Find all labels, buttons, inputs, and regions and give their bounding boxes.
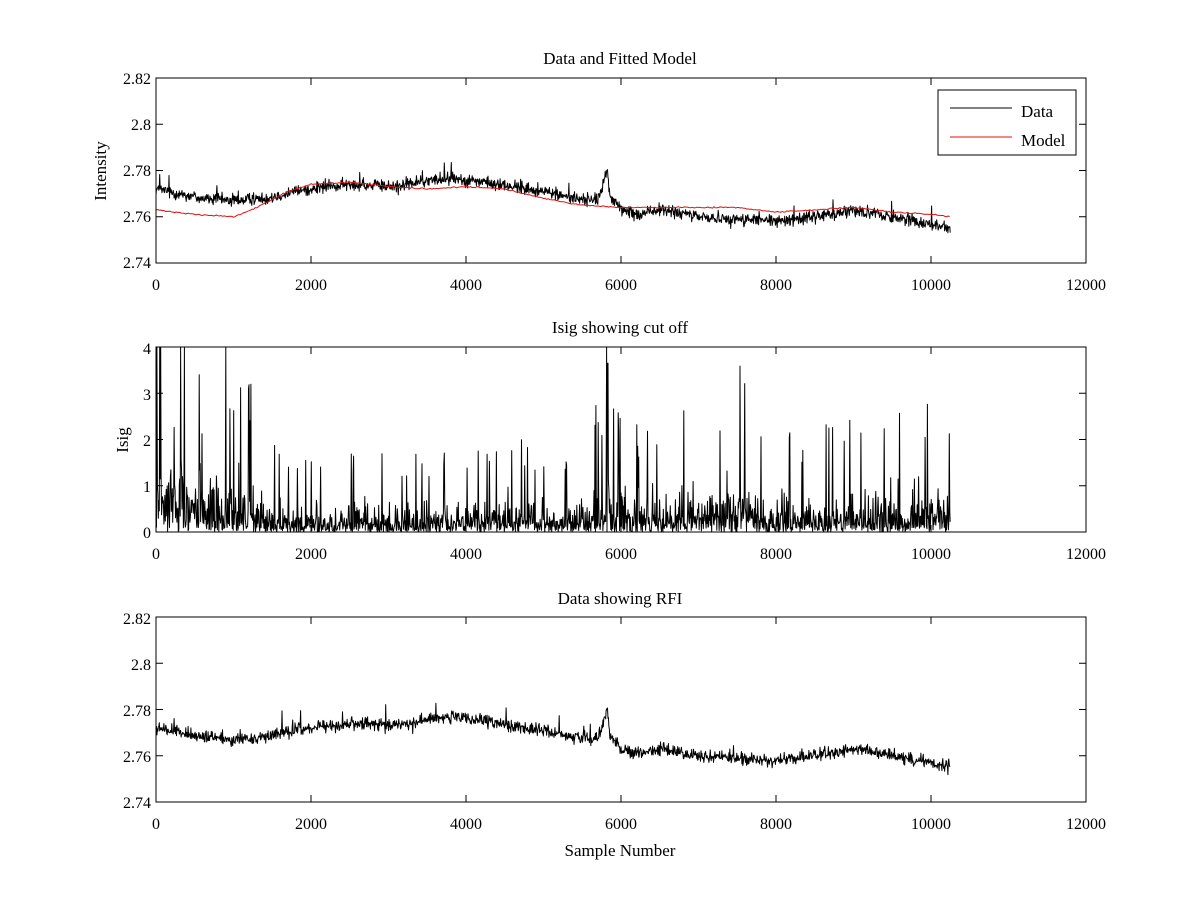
x-tick-labels: 0 2000 4000 6000 8000 10000 12000 — [152, 546, 1106, 563]
y-tick-label: 2.76 — [123, 749, 151, 766]
tick-marks — [155, 616, 1087, 803]
plot-lines — [155, 346, 951, 533]
x-tick-label: 12000 — [1066, 816, 1106, 833]
x-tick-label: 4000 — [450, 546, 482, 563]
subplot-title: Isig showing cut off — [552, 318, 688, 337]
x-tick-label: 8000 — [760, 816, 792, 833]
y-tick-label: 4 — [143, 341, 151, 358]
x-tick-label: 2000 — [295, 816, 327, 833]
x-tick-label: 4000 — [450, 816, 482, 833]
y-tick-label: 2.76 — [123, 209, 151, 226]
x-tick-labels: 0 2000 4000 6000 8000 10000 12000 — [152, 816, 1106, 833]
y-tick-labels: 0 1 2 3 4 — [143, 341, 151, 542]
y-tick-labels: 2.74 2.76 2.78 2.8 2.82 — [123, 611, 151, 812]
x-tick-label: 0 — [152, 546, 160, 563]
x-tick-label: 6000 — [605, 277, 637, 294]
y-tick-label: 3 — [143, 387, 151, 404]
subplot-isig-showing-cut-off: Isig showing cut off Isig 0 2000 4000 60… — [113, 318, 1106, 563]
tick-mark-set — [155, 616, 1087, 803]
plot-frame — [155, 616, 1087, 803]
subplot-data-showing-rfi: Data showing RFI 0 2000 4000 6000 8000 1… — [123, 589, 1106, 860]
x-tick-label: 0 — [152, 816, 160, 833]
y-tick-label: 2.8 — [131, 117, 151, 134]
y-tick-labels: 2.74 2.76 2.78 2.8 2.82 — [123, 71, 151, 272]
x-tick-label: 10000 — [911, 277, 951, 294]
x-tick-label: 6000 — [605, 816, 637, 833]
legend-label-data: Data — [1021, 102, 1054, 121]
tick-mark-set — [155, 346, 1087, 533]
isig-line — [155, 346, 951, 533]
tick-mark-set — [155, 77, 1087, 264]
x-tick-label: 10000 — [911, 546, 951, 563]
tick-marks — [155, 346, 1087, 533]
y-tick-label: 2.8 — [131, 657, 151, 674]
y-tick-label: 2.74 — [123, 795, 151, 812]
y-axis-label: Intensity — [91, 141, 110, 201]
model-line — [155, 181, 950, 218]
x-axis-label: Sample Number — [565, 841, 676, 860]
subplot-title: Data and Fitted Model — [543, 49, 697, 68]
x-tick-label: 0 — [152, 277, 160, 294]
y-tick-label: 2.74 — [123, 255, 151, 272]
tick-marks — [155, 77, 1087, 264]
legend: Data Model — [937, 89, 1077, 156]
plot-lines — [155, 702, 951, 776]
x-tick-label: 2000 — [295, 277, 327, 294]
legend-box — [937, 89, 1077, 156]
y-axis-label: Isig — [113, 427, 132, 453]
y-tick-label: 2 — [143, 433, 151, 450]
y-tick-label: 2.82 — [123, 611, 151, 628]
x-tick-label: 10000 — [911, 816, 951, 833]
y-tick-label: 1 — [143, 479, 151, 496]
x-tick-label: 8000 — [760, 546, 792, 563]
x-tick-label: 2000 — [295, 546, 327, 563]
x-tick-label: 8000 — [760, 277, 792, 294]
data-line — [155, 702, 951, 776]
y-tick-label: 2.82 — [123, 71, 151, 88]
x-tick-label: 12000 — [1066, 277, 1106, 294]
x-tick-label: 6000 — [605, 546, 637, 563]
subplot-data-and-fitted-model: Data and Fitted Model Intensity 0 2000 4… — [91, 49, 1106, 294]
y-tick-label: 2.78 — [123, 703, 151, 720]
subplot-title: Data showing RFI — [558, 589, 683, 608]
x-tick-label: 4000 — [450, 277, 482, 294]
x-tick-label: 12000 — [1066, 546, 1106, 563]
legend-label-model: Model — [1021, 131, 1066, 150]
y-tick-label: 0 — [143, 525, 151, 542]
x-tick-labels: 0 2000 4000 6000 8000 10000 12000 — [152, 277, 1106, 294]
y-tick-label: 2.78 — [123, 163, 151, 180]
plot-lines — [155, 162, 951, 234]
